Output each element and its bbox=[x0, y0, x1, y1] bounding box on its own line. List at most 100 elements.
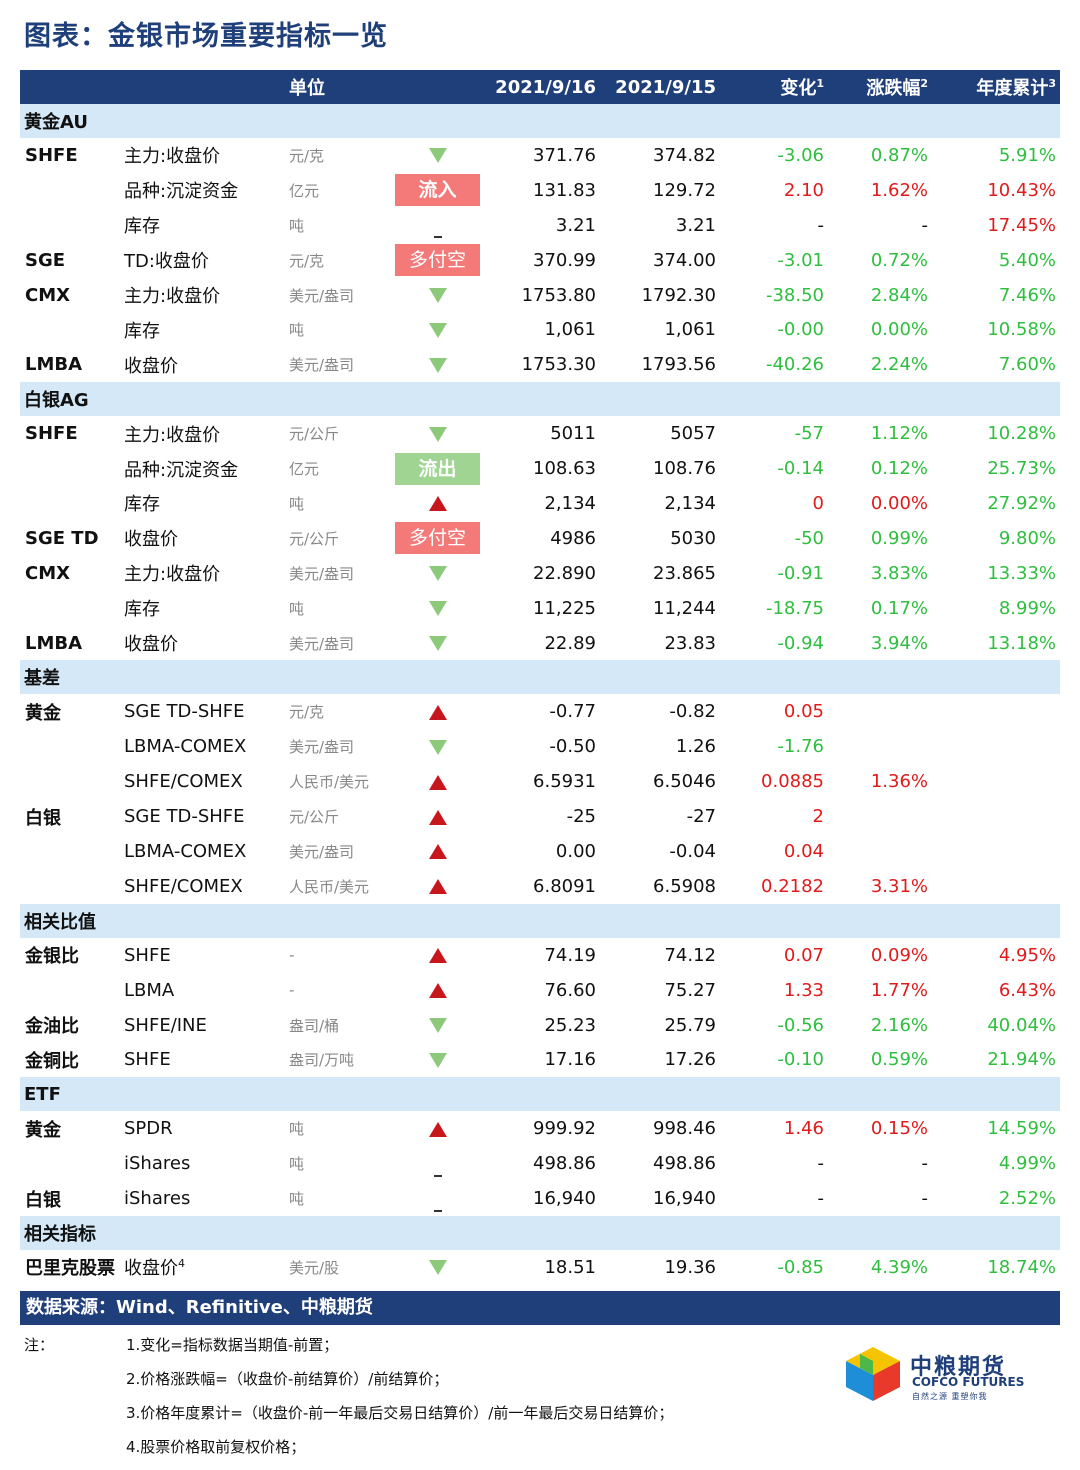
table-row: LBMA-COMEX 美元/盎司 0.00 -0.04 0.04 bbox=[20, 834, 1060, 869]
section-header-row: 相关比值 bbox=[20, 903, 1060, 938]
row-unit: 亿元 bbox=[289, 460, 320, 479]
row-ytd: 6.43% bbox=[998, 979, 1056, 1001]
row-org: 金铜比 bbox=[25, 1050, 79, 1072]
row-pct-change: - bbox=[921, 1188, 929, 1210]
row-value-previous: 19.36 bbox=[664, 1256, 716, 1278]
row-org bbox=[20, 973, 120, 1008]
row-org: 黄金 bbox=[25, 1119, 61, 1141]
section-label: 白银AG bbox=[20, 382, 1060, 417]
row-indicator bbox=[385, 1250, 490, 1285]
row-change: 0 bbox=[812, 492, 824, 514]
table-row: 品种:沉淀资金 亿元 流出 108.63 108.76 -0.14 0.12% 25.73% bbox=[20, 451, 1060, 486]
table-row: CMX 主力:收盘价 美元/盎司 22.890 23.865 -0.91 3.83% 13.3… bbox=[20, 556, 1060, 591]
row-unit: 吨 bbox=[289, 599, 305, 618]
row-item-text: SHFE/COMEX bbox=[124, 875, 243, 897]
row-change: -0.94 bbox=[777, 632, 824, 654]
row-item: 主力:收盘价 bbox=[120, 416, 285, 451]
row-value-current: 22.89 bbox=[544, 632, 596, 654]
down-triangle-icon bbox=[428, 1052, 447, 1068]
table-header-row: 单位 2021/9/16 2021/9/15 变化1 涨跌幅2 年度累计3 bbox=[20, 70, 1060, 104]
row-org bbox=[20, 869, 120, 904]
row-pct-change: 1.36% bbox=[870, 771, 928, 793]
section-label: 相关指标 bbox=[20, 1216, 1060, 1251]
row-change: -38.50 bbox=[765, 284, 824, 306]
down-triangle-icon bbox=[428, 426, 447, 442]
table-row: 白银 SGE TD-SHFE 元/公斤 -25 -27 2 bbox=[20, 799, 1060, 834]
row-value-current: 1,061 bbox=[544, 319, 596, 341]
flow-badge: 多付空 bbox=[395, 244, 480, 277]
row-indicator bbox=[385, 694, 490, 729]
row-value-current: 74.19 bbox=[544, 944, 596, 966]
row-pct-change: 1.12% bbox=[870, 423, 928, 445]
row-indicator bbox=[385, 486, 490, 521]
row-unit: 元/公斤 bbox=[289, 425, 340, 444]
row-org: CMX bbox=[25, 562, 70, 584]
row-org bbox=[20, 834, 120, 869]
row-change: 1.46 bbox=[783, 1118, 824, 1140]
row-ytd bbox=[932, 729, 1060, 764]
row-indicator bbox=[385, 1146, 490, 1181]
row-item: 收盘价 bbox=[120, 347, 285, 382]
row-item-text: 主力:收盘价 bbox=[124, 424, 221, 446]
table-row: 品种:沉淀资金 亿元 流入 131.83 129.72 2.10 1.62% 10.43% bbox=[20, 173, 1060, 208]
row-value-current: 108.63 bbox=[533, 458, 596, 480]
row-item-text: 收盘价 bbox=[124, 529, 178, 551]
row-change: 0.07 bbox=[783, 944, 824, 966]
row-change: 2.10 bbox=[783, 179, 824, 201]
row-indicator: 流出 bbox=[385, 451, 490, 486]
row-pct-change: 0.09% bbox=[870, 944, 928, 966]
row-change: -0.00 bbox=[777, 319, 824, 341]
down-triangle-icon bbox=[428, 1260, 447, 1276]
row-unit: 美元/盎司 bbox=[289, 634, 355, 653]
row-item-text: SGE TD-SHFE bbox=[124, 701, 245, 723]
row-value-previous: 75.27 bbox=[664, 979, 716, 1001]
row-org: 白银 bbox=[25, 1189, 61, 1211]
row-value-previous: 5057 bbox=[670, 423, 716, 445]
row-value-previous: 374.82 bbox=[653, 144, 716, 166]
row-org bbox=[20, 764, 120, 799]
row-value-previous: 129.72 bbox=[653, 179, 716, 201]
row-value-previous: 5030 bbox=[670, 527, 716, 549]
notes-label: 注： bbox=[24, 1336, 55, 1354]
row-change: -50 bbox=[794, 527, 824, 549]
row-unit: 人民币/美元 bbox=[289, 773, 370, 792]
row-value-current: 22.890 bbox=[533, 562, 596, 584]
row-pct-change: 3.83% bbox=[870, 562, 928, 584]
down-triangle-icon bbox=[428, 357, 447, 373]
row-change: - bbox=[817, 214, 825, 236]
row-pct-change: 0.87% bbox=[870, 144, 928, 166]
row-value-previous: 25.79 bbox=[664, 1014, 716, 1036]
row-indicator bbox=[385, 938, 490, 973]
row-value-current: 25.23 bbox=[544, 1014, 596, 1036]
row-change: -18.75 bbox=[765, 597, 824, 619]
row-pct-change: 0.00% bbox=[870, 319, 928, 341]
row-unit: 元/克 bbox=[289, 146, 325, 165]
header-date-1: 2021/9/16 bbox=[490, 70, 600, 104]
table-row: SGE TD 收盘价 元/公斤 多付空 4986 5030 -50 0.99% 9.80% bbox=[20, 521, 1060, 556]
row-org: CMX bbox=[25, 284, 70, 306]
row-org: 金银比 bbox=[25, 946, 79, 968]
row-org: LMBA bbox=[25, 354, 83, 376]
row-indicator: 多付空 bbox=[385, 521, 490, 556]
row-unit: 元/公斤 bbox=[289, 529, 340, 548]
row-ytd: 25.73% bbox=[987, 458, 1056, 480]
table-row: SHFE 主力:收盘价 元/克 371.76 374.82 -3.06 0.87% 5.91% bbox=[20, 138, 1060, 173]
row-value-current: 2,134 bbox=[544, 492, 596, 514]
section-label: 基差 bbox=[20, 660, 1060, 695]
row-ytd: 4.95% bbox=[998, 944, 1056, 966]
down-triangle-icon bbox=[428, 322, 447, 338]
row-ytd bbox=[932, 799, 1060, 834]
page-title: 图表：金银市场重要指标一览 bbox=[24, 21, 388, 52]
row-indicator bbox=[385, 138, 490, 173]
row-item-text: SHFE/COMEX bbox=[124, 771, 243, 793]
row-indicator bbox=[385, 1181, 490, 1216]
row-org: SHFE bbox=[25, 423, 78, 445]
row-pct-change: 0.72% bbox=[870, 249, 928, 271]
row-change: 0.04 bbox=[783, 840, 824, 862]
row-value-previous: 2,134 bbox=[664, 492, 716, 514]
row-ytd bbox=[932, 764, 1060, 799]
row-unit: 美元/盎司 bbox=[289, 286, 355, 305]
header-ytd: 年度累计3 bbox=[932, 70, 1060, 104]
row-ytd: 4.99% bbox=[998, 1153, 1056, 1175]
section-header-row: 白银AG bbox=[20, 382, 1060, 417]
